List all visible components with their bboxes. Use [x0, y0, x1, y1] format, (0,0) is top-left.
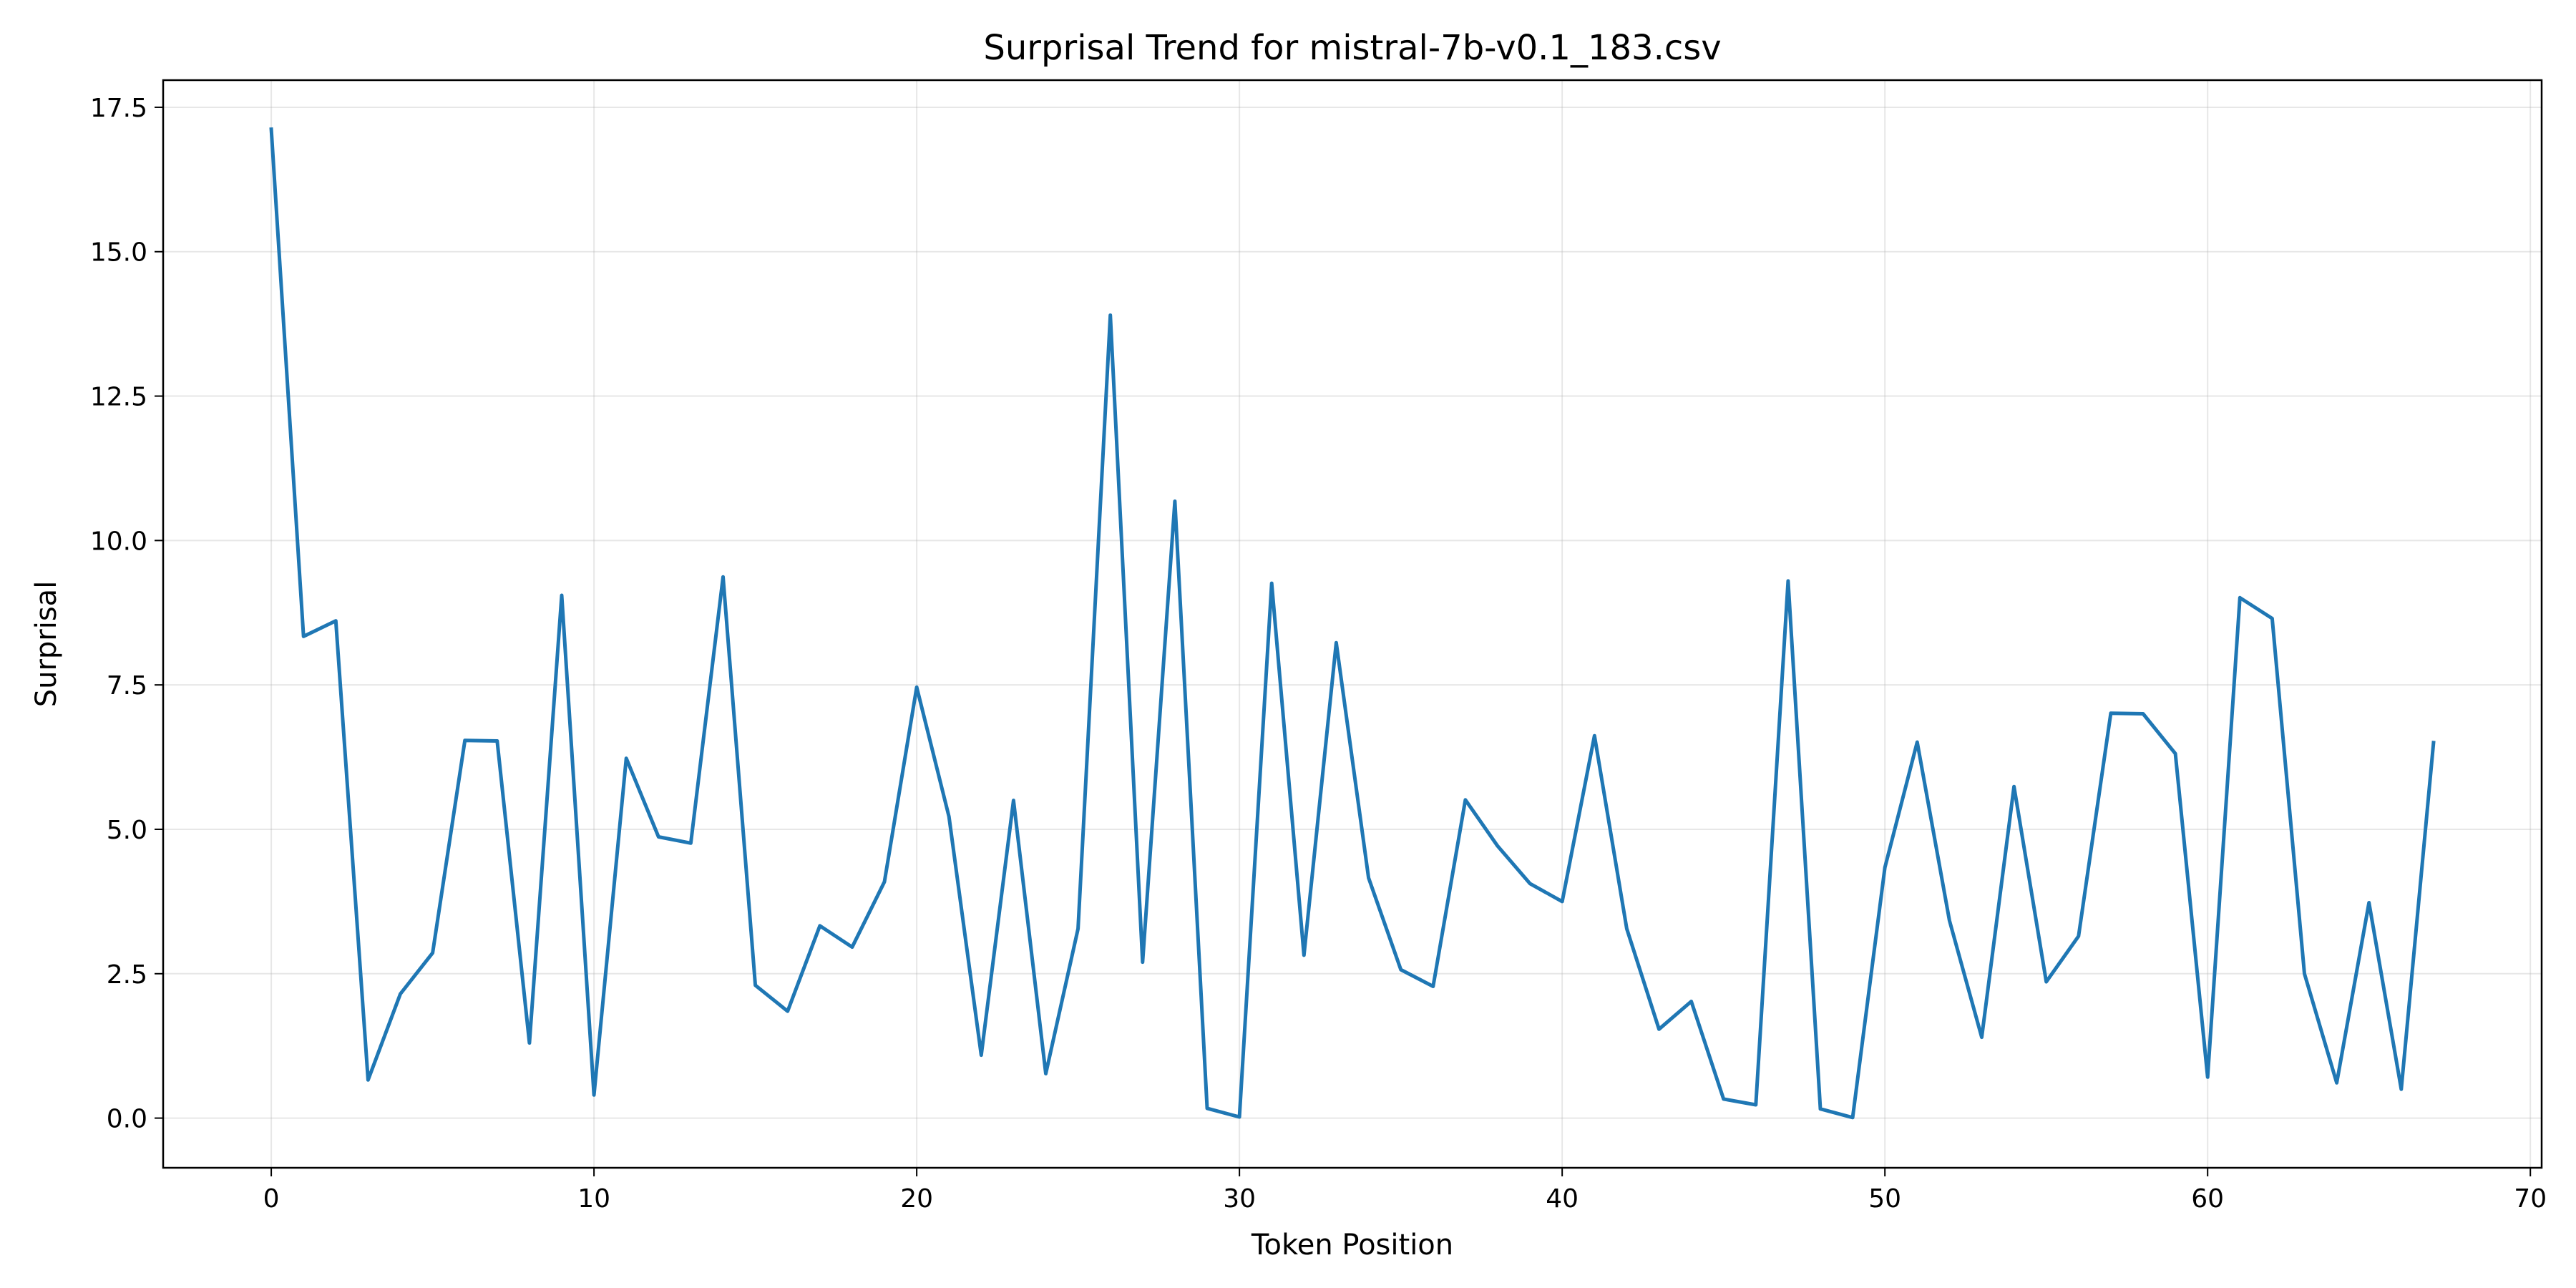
x-tick-label: 70 [2514, 1184, 2547, 1214]
x-tick-label: 50 [1868, 1184, 1901, 1214]
chart-title: Surprisal Trend for mistral-7b-v0.1_183.… [983, 28, 1721, 68]
y-tick-label: 10.0 [90, 527, 147, 556]
y-tick-label: 0.0 [107, 1105, 147, 1134]
grid-lines [163, 80, 2542, 1168]
y-tick-label: 5.0 [107, 816, 147, 845]
x-axis-label: Token Position [1251, 1229, 1453, 1262]
x-tick-label: 10 [577, 1184, 610, 1214]
y-ticks: 0.0 2.5 5.0 7.5 10.0 12.5 15.0 17.5 [90, 94, 163, 1134]
axes [162, 79, 2543, 1169]
x-tick-label: 0 [263, 1184, 280, 1214]
x-tick-label: 30 [1223, 1184, 1256, 1214]
y-tick-label: 7.5 [107, 671, 147, 701]
x-tick-label: 60 [2191, 1184, 2224, 1214]
y-tick-label: 15.0 [90, 238, 147, 268]
y-tick-label: 17.5 [90, 94, 147, 123]
x-ticks: 0 10 20 30 40 50 60 70 [263, 1168, 2547, 1214]
y-axis-label: Surprisal [30, 581, 63, 708]
series-layer [269, 127, 2436, 1120]
plot-frame [162, 79, 2543, 1169]
series-line [269, 127, 2436, 1120]
x-tick-label: 20 [900, 1184, 933, 1214]
y-tick-label: 12.5 [90, 383, 147, 412]
x-tick-label: 40 [1546, 1184, 1579, 1214]
y-tick-label: 2.5 [107, 960, 147, 990]
